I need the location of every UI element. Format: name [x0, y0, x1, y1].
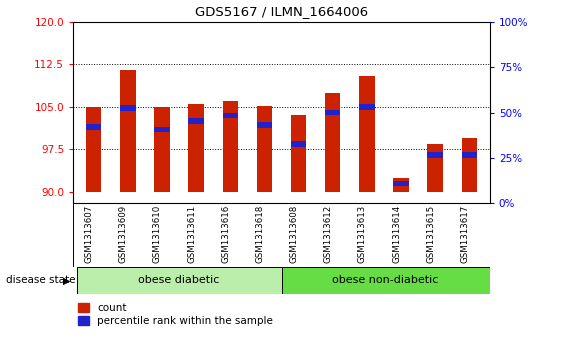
Title: GDS5167 / ILMN_1664006: GDS5167 / ILMN_1664006	[195, 5, 368, 18]
Text: disease state: disease state	[6, 276, 75, 285]
Legend: count, percentile rank within the sample: count, percentile rank within the sample	[78, 303, 273, 326]
Bar	[120, 105, 136, 111]
Bar	[325, 110, 341, 115]
Text: ▶: ▶	[63, 276, 70, 285]
Text: GSM1313614: GSM1313614	[392, 205, 401, 263]
Bar	[189, 104, 204, 192]
Text: obese non-diabetic: obese non-diabetic	[333, 276, 439, 285]
Bar	[325, 93, 341, 192]
Text: GSM1313607: GSM1313607	[84, 205, 93, 263]
Text: GSM1313618: GSM1313618	[256, 205, 265, 263]
Bar	[394, 178, 409, 192]
Bar	[291, 141, 306, 147]
Text: GSM1313616: GSM1313616	[221, 205, 230, 263]
Bar	[282, 267, 490, 294]
Bar	[86, 107, 101, 192]
Text: GSM1313615: GSM1313615	[426, 205, 435, 263]
Bar	[189, 118, 204, 124]
Bar	[120, 70, 136, 192]
Text: GSM1313617: GSM1313617	[461, 205, 470, 263]
Bar	[222, 113, 238, 118]
Bar	[154, 107, 169, 192]
Text: GSM1313612: GSM1313612	[324, 205, 333, 263]
Bar	[77, 267, 282, 294]
Bar	[462, 152, 477, 158]
Bar	[427, 152, 443, 158]
Bar	[291, 115, 306, 192]
Bar	[154, 127, 169, 132]
Bar	[359, 76, 374, 192]
Bar	[359, 104, 374, 110]
Bar	[257, 122, 272, 128]
Text: GSM1313613: GSM1313613	[358, 205, 367, 263]
Text: GSM1313611: GSM1313611	[187, 205, 196, 263]
Bar	[257, 106, 272, 192]
Bar	[427, 144, 443, 192]
Bar	[73, 203, 490, 267]
Text: GSM1313609: GSM1313609	[119, 205, 128, 263]
Text: GSM1313608: GSM1313608	[289, 205, 298, 263]
Text: GSM1313610: GSM1313610	[153, 205, 162, 263]
Bar	[462, 138, 477, 192]
Text: obese diabetic: obese diabetic	[138, 276, 220, 285]
Bar	[86, 124, 101, 130]
Bar	[222, 101, 238, 192]
Bar	[394, 181, 409, 186]
